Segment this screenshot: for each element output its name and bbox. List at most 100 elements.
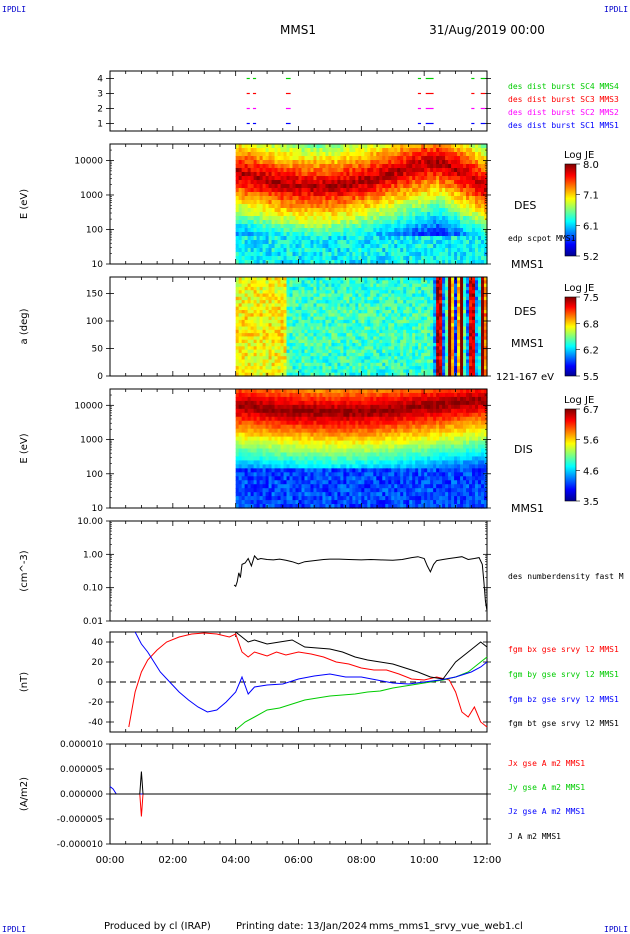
heatmap-cell: [475, 228, 479, 233]
heatmap-cell: [292, 326, 297, 331]
heatmap-cell: [448, 313, 452, 318]
heatmap-cell: [418, 349, 422, 354]
heatmap-cell: [448, 372, 452, 377]
heatmap-cell: [376, 180, 380, 185]
heatmap-cell: [283, 349, 288, 354]
heatmap-cell: [430, 329, 434, 334]
heatmap-cell: [379, 160, 383, 165]
heatmap-cell: [337, 260, 341, 265]
heatmap-cell: [457, 228, 461, 233]
heatmap-cell: [439, 208, 443, 213]
heatmap-cell: [316, 352, 321, 357]
heatmap-cell: [280, 369, 285, 374]
heatmap-cell: [364, 220, 368, 225]
heatmap-cell: [367, 352, 371, 357]
heatmap-cell: [439, 343, 443, 347]
heatmap-cell: [235, 232, 240, 237]
heatmap-cell: [430, 369, 434, 374]
heatmap-cell: [385, 228, 389, 233]
heatmap-cell: [286, 283, 291, 288]
heatmap-cell: [292, 180, 297, 185]
heatmap-cell: [316, 184, 321, 189]
heatmap-cell: [481, 168, 485, 173]
heatmap-cell: [448, 286, 452, 291]
heatmap-cell: [367, 280, 371, 285]
heatmap-cell: [439, 144, 443, 149]
heatmap-cell: [253, 196, 258, 201]
heatmap-cell: [424, 369, 428, 374]
heatmap-cell: [373, 300, 377, 304]
heatmap-cell: [364, 188, 368, 193]
heatmap-cell: [337, 326, 341, 331]
heatmap-cell: [268, 343, 273, 347]
heatmap-cell: [241, 164, 246, 169]
heatmap-cell: [358, 303, 362, 308]
heatmap-cell: [421, 346, 425, 351]
heatmap-cell: [346, 236, 350, 241]
heatmap-cell: [250, 204, 255, 209]
heatmap-cell: [379, 293, 383, 298]
heatmap-cell: [316, 248, 321, 253]
heatmap-cell: [409, 339, 413, 344]
heatmap-cell: [259, 176, 264, 181]
heatmap-cell: [289, 252, 294, 257]
heatmap-cell: [259, 188, 264, 193]
heatmap-cell: [382, 192, 386, 197]
heatmap-cell: [373, 192, 377, 197]
heatmap-cell: [373, 306, 377, 311]
heatmap-cell: [367, 256, 371, 261]
heatmap-cell: [373, 333, 377, 337]
heatmap-cell: [463, 184, 467, 189]
heatmap-cell: [343, 260, 347, 265]
heatmap-cell: [280, 286, 285, 291]
heatmap-cell: [472, 248, 476, 253]
heatmap-cell: [379, 290, 383, 295]
heatmap-cell: [247, 220, 252, 225]
heatmap-cell: [433, 200, 437, 205]
heatmap-cell: [331, 252, 335, 257]
heatmap-cell: [460, 196, 464, 201]
heatmap-cell: [394, 339, 398, 344]
heatmap-cell: [319, 252, 324, 257]
heatmap-cell: [319, 260, 324, 265]
heatmap-cell: [385, 316, 389, 321]
heatmap-cell: [481, 236, 485, 241]
heatmap-cell: [388, 306, 392, 311]
heatmap-cell: [331, 240, 335, 245]
heatmap-cell: [391, 248, 395, 253]
heatmap-cell: [394, 176, 398, 181]
heatmap-cell: [460, 164, 464, 169]
heatmap-cell: [316, 180, 321, 185]
heatmap-cell: [385, 168, 389, 173]
heatmap-cell: [424, 313, 428, 318]
corner-label-tl: IPDLI: [2, 5, 26, 14]
heatmap-cell: [280, 329, 285, 334]
heatmap-cell: [418, 244, 422, 249]
heatmap-cell: [382, 277, 386, 281]
heatmap-cell: [358, 326, 362, 331]
heatmap-cell: [412, 313, 416, 318]
heatmap-cell: [349, 168, 353, 173]
heatmap-cell: [415, 336, 419, 341]
heatmap-cell: [478, 204, 482, 209]
heatmap-cell: [358, 346, 362, 351]
heatmap-cell: [406, 212, 410, 217]
heatmap-cell: [478, 232, 482, 237]
heatmap-cell: [379, 168, 383, 173]
heatmap-cell: [301, 343, 306, 347]
heatmap-cell: [238, 240, 243, 245]
heatmap-cell: [451, 192, 455, 197]
heatmap-cell: [307, 346, 312, 351]
heatmap-cell: [472, 144, 476, 149]
heatmap-cell: [403, 280, 407, 285]
heatmap-cell: [409, 300, 413, 304]
heatmap-cell: [271, 220, 276, 225]
heatmap-cell: [373, 184, 377, 189]
heatmap-cell: [277, 372, 282, 377]
heatmap-cell: [403, 236, 407, 241]
heatmap-cell: [427, 200, 431, 205]
heatmap-cell: [262, 148, 267, 153]
heatmap-cell: [394, 180, 398, 185]
heatmap-cell: [238, 362, 243, 367]
heatmap-cell: [238, 359, 243, 364]
